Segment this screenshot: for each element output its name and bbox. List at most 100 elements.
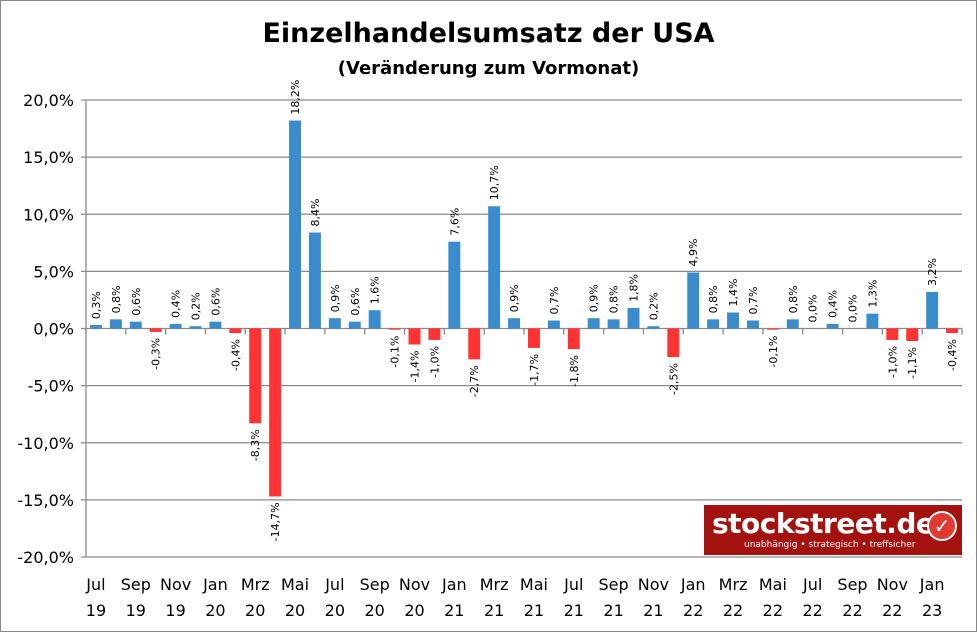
- bar: [687, 272, 700, 329]
- x-tick-label: Jan: [202, 575, 228, 594]
- data-label: 10,7%: [488, 165, 501, 200]
- data-label: -1,1%: [906, 347, 919, 379]
- bar: [89, 325, 102, 329]
- data-label: 0,9%: [329, 284, 342, 312]
- x-tick-label: Jan: [919, 575, 945, 594]
- data-label: -1,0%: [428, 346, 441, 378]
- data-label: 4,9%: [687, 239, 700, 267]
- x-tick-label: 19: [86, 601, 106, 620]
- bar: [348, 321, 361, 329]
- y-tick-label: 20,0%: [23, 91, 74, 110]
- chart-title: Einzelhandelsumsatz der USA: [262, 18, 715, 49]
- x-tick-label: 22: [882, 601, 902, 620]
- bar: [707, 319, 720, 329]
- logo-tagline: unabhängig • strategisch • treffsicher: [744, 540, 916, 550]
- bar: [746, 320, 759, 329]
- data-label: 0,2%: [647, 292, 660, 320]
- x-tick-label: Sep: [837, 575, 867, 594]
- bar: [627, 307, 640, 329]
- bar: [527, 328, 540, 348]
- data-label: -1,0%: [886, 346, 899, 378]
- x-tick-label: Mai: [759, 575, 787, 594]
- data-label: 0,2%: [190, 292, 203, 320]
- bar: [468, 328, 481, 360]
- bar: [289, 120, 302, 329]
- x-tick-label: Nov: [877, 575, 908, 594]
- y-tick-label: 10,0%: [23, 205, 74, 224]
- bar: [547, 320, 560, 329]
- bar: [587, 318, 600, 329]
- bar: [249, 328, 262, 424]
- bar: [488, 206, 501, 329]
- x-tick-label: 22: [803, 601, 823, 620]
- x-tick-label: 22: [842, 601, 862, 620]
- data-label: -1,7%: [528, 354, 541, 386]
- bar: [149, 328, 162, 332]
- x-tick-label: 22: [763, 601, 783, 620]
- x-tick-label: 20: [245, 601, 265, 620]
- data-label: 0,4%: [170, 290, 183, 318]
- x-tick-label: Sep: [360, 575, 390, 594]
- y-tick-label: 0,0%: [33, 320, 74, 339]
- data-label: 0,7%: [548, 287, 561, 315]
- data-label: 8,4%: [309, 199, 322, 227]
- data-label: 0,9%: [508, 284, 521, 312]
- bar: [508, 318, 521, 329]
- x-tick-label: 19: [126, 601, 146, 620]
- bar: [607, 319, 620, 329]
- y-tick-label: -5,0%: [28, 377, 74, 396]
- bar: [766, 328, 779, 330]
- data-label: -0,3%: [150, 338, 163, 370]
- x-tick-label: Jul: [802, 575, 822, 594]
- bar: [926, 291, 939, 329]
- data-label: 18,2%: [289, 80, 302, 115]
- data-label: 0,7%: [747, 287, 760, 315]
- x-tick-label: Sep: [599, 575, 629, 594]
- data-label: 3,2%: [926, 258, 939, 286]
- x-tick-label: Jul: [85, 575, 105, 594]
- x-tick-label: Nov: [399, 575, 430, 594]
- x-tick-label: 21: [444, 601, 464, 620]
- y-tick-label: -15,0%: [17, 491, 74, 510]
- bar: [647, 326, 660, 329]
- bar: [189, 326, 202, 329]
- chart-subtitle: (Veränderung zum Vormonat): [337, 58, 640, 79]
- data-label: 1,6%: [369, 276, 382, 304]
- bar: [906, 328, 919, 342]
- data-label: -2,5%: [667, 363, 680, 395]
- stockstreet-logo: stockstreet.de unabhängig • strategisch …: [704, 505, 962, 555]
- bar: [946, 328, 959, 334]
- x-tick-label: 21: [484, 601, 504, 620]
- bar: [826, 323, 839, 329]
- x-tick-label: 21: [603, 601, 623, 620]
- data-label: 0,6%: [349, 288, 362, 316]
- data-label: 0,8%: [787, 285, 800, 313]
- data-label: 0,0%: [847, 295, 860, 323]
- x-tick-label: Mrz: [719, 575, 748, 594]
- x-tick-label: 20: [325, 601, 345, 620]
- data-label: 1,8%: [628, 274, 641, 302]
- x-tick-label: 20: [404, 601, 424, 620]
- x-tick-label: 20: [285, 601, 305, 620]
- data-label: 0,4%: [827, 290, 840, 318]
- x-tick-label: Mrz: [241, 575, 270, 594]
- x-tick-label: 21: [524, 601, 544, 620]
- data-label: -0,4%: [229, 339, 242, 371]
- logo-text: stockstreet.de: [712, 507, 935, 540]
- bar: [428, 328, 441, 340]
- x-tick-label: 20: [365, 601, 385, 620]
- x-tick-label: Nov: [160, 575, 191, 594]
- bar: [727, 312, 740, 329]
- x-tick-label: Nov: [638, 575, 669, 594]
- data-label: -1,4%: [409, 350, 422, 382]
- x-tick-label: 21: [564, 601, 584, 620]
- data-label: 0,8%: [707, 285, 720, 313]
- bar: [368, 310, 381, 329]
- data-label: 0,0%: [807, 295, 820, 323]
- data-label: 0,6%: [209, 288, 222, 316]
- bar: [388, 328, 401, 330]
- data-label: -0,4%: [946, 339, 959, 371]
- bar: [129, 321, 142, 329]
- bar: [667, 328, 680, 358]
